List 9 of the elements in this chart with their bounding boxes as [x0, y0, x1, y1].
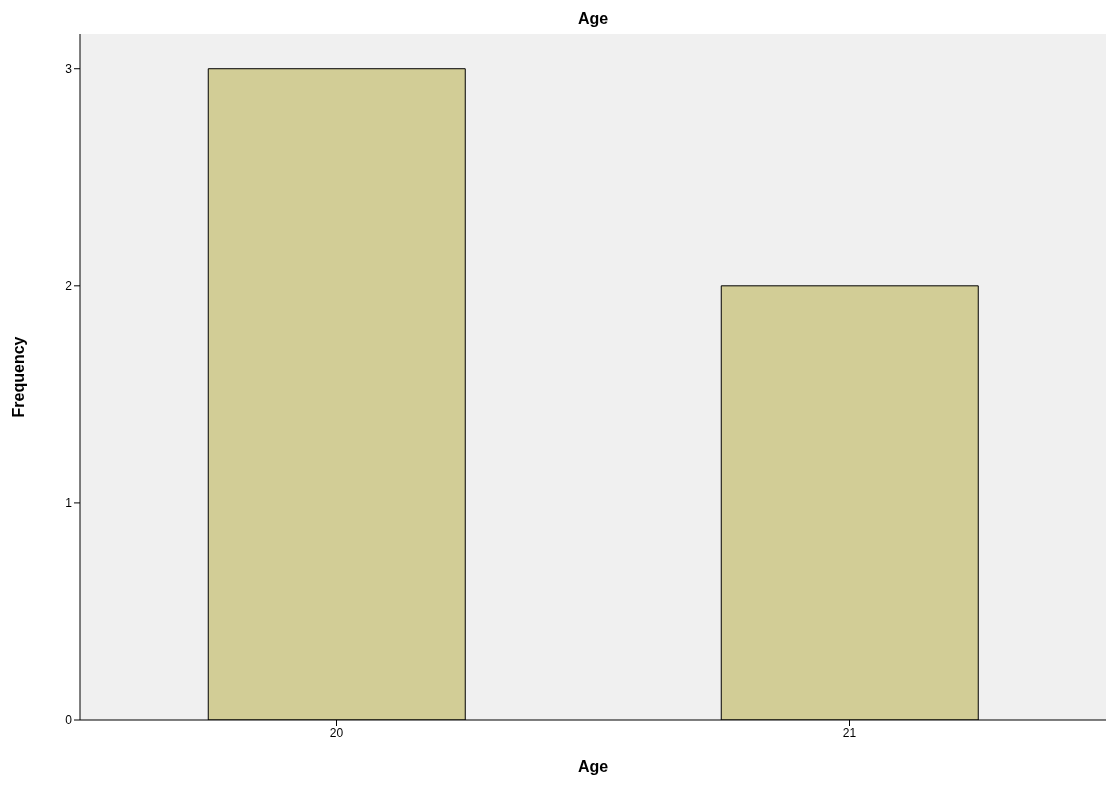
y-tick-label: 0 — [65, 713, 73, 728]
y-tick-label: 3 — [65, 61, 73, 76]
x-tick-label: 21 — [842, 725, 857, 740]
y-tick-label: 1 — [65, 496, 73, 511]
y-axis-title: Frequency — [9, 336, 27, 418]
y-tick-label: 2 — [65, 279, 73, 294]
x-axis-title: Age — [577, 758, 609, 775]
chart-title: Age — [576, 9, 610, 29]
x-tick-label: 20 — [329, 725, 344, 740]
